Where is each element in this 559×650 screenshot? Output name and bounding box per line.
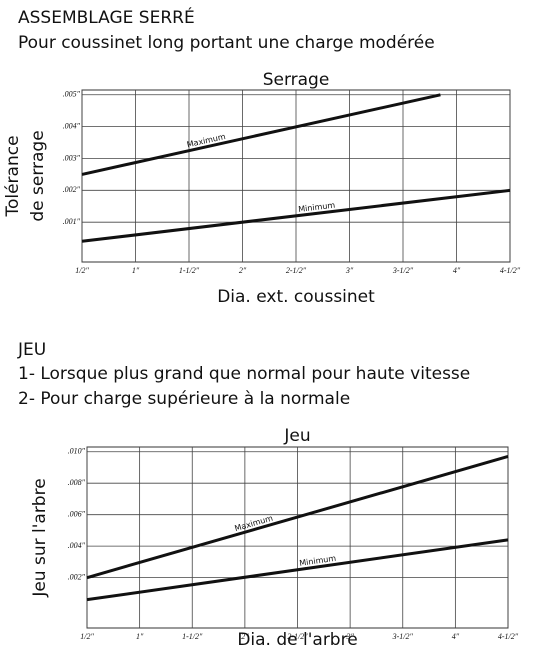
y-axis-title: de serrage [28, 130, 48, 221]
x-tick-label: 2″ [239, 266, 247, 275]
y-tick-label: .004″ [63, 121, 81, 130]
y-tick-label: .006″ [68, 510, 86, 519]
y-tick-label: .002″ [68, 572, 86, 581]
chart-title: Jeu [283, 426, 310, 446]
x-tick-label: 1/2″ [80, 632, 94, 641]
x-tick-label: 3″ [345, 632, 354, 641]
x-tick-label: 4″ [452, 632, 460, 641]
section-title: JEU [17, 340, 46, 360]
header-title: ASSEMBLAGE SERRÉ [18, 6, 195, 28]
x-tick-label: 2-1/2″ [287, 632, 308, 641]
x-tick-label: 4″ [453, 266, 461, 275]
chart-title: Serrage [263, 70, 330, 90]
data-line [81, 188, 511, 243]
series-label: Minimum [298, 201, 336, 214]
data-line [86, 455, 509, 580]
data-line [81, 93, 441, 176]
x-tick-label: 3-1/2″ [392, 632, 414, 641]
header-subtitle: Pour coussinet long portant une charge m… [18, 33, 435, 53]
y-axis-title: Jeu sur l'arbre [30, 478, 50, 597]
y-tick-label: .010″ [68, 447, 86, 456]
y-tick-label: .005″ [63, 90, 81, 99]
x-tick-label: 2″ [241, 632, 249, 641]
section-item: 1- Lorsque plus grand que normal pour ha… [18, 364, 470, 384]
x-tick-label: 3″ [345, 266, 354, 275]
y-tick-label: .002″ [63, 185, 81, 194]
y-axis-title: Tolérance [3, 135, 23, 217]
x-tick-label: 1″ [136, 632, 144, 641]
x-tick-label: 2-1/2″ [286, 266, 307, 275]
x-tick-label: 1-1/2″ [182, 632, 203, 641]
x-tick-label: 3-1/2″ [392, 266, 414, 275]
x-tick-label: 1/2″ [75, 266, 89, 275]
y-tick-label: .001″ [63, 217, 81, 226]
y-tick-label: .003″ [63, 153, 81, 162]
x-axis-title: Dia. de l'arbre [237, 630, 357, 650]
x-tick-label: 1-1/2″ [179, 266, 200, 275]
x-tick-label: 1″ [132, 266, 140, 275]
y-tick-label: .008″ [68, 478, 86, 487]
y-tick-label: .004″ [68, 541, 86, 550]
x-axis-title: Dia. ext. coussinet [217, 287, 375, 307]
section-item: 2- Pour charge supérieure à la normale [18, 389, 350, 409]
x-tick-label: 4-1/2″ [500, 266, 521, 275]
x-tick-label: 4-1/2″ [498, 632, 519, 641]
data-line [86, 538, 509, 602]
